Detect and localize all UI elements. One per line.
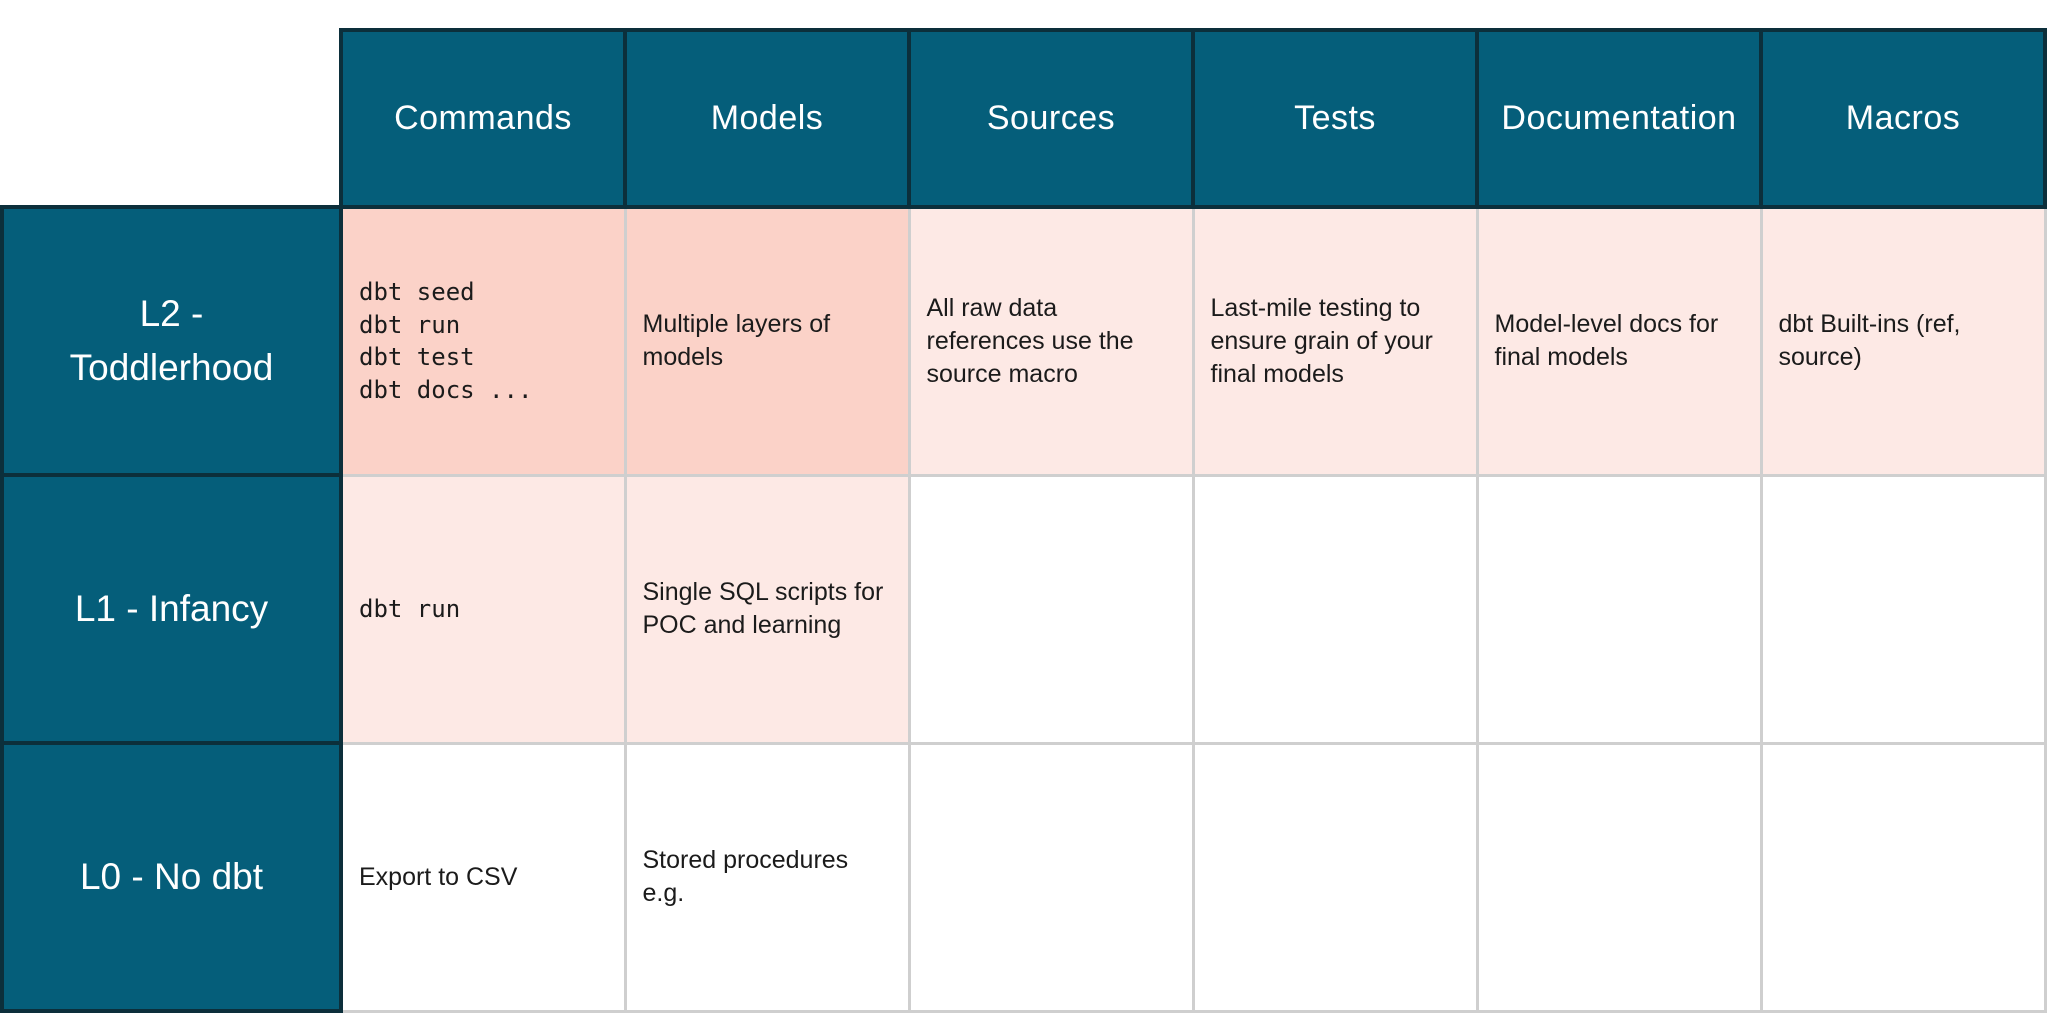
dbt-maturity-table: Commands Models Sources Tests Documentat… [0, 28, 2047, 1013]
cell-l0-models: Stored procedures e.g. [623, 741, 911, 1013]
cell-l1-sources [907, 473, 1195, 745]
column-header-macros: Macros [1759, 28, 2047, 209]
column-header-models: Models [623, 28, 911, 209]
cell-l0-tests [1191, 741, 1479, 1013]
cell-l0-documentation [1475, 741, 1763, 1013]
cell-l2-models: Multiple layers of models [623, 205, 911, 477]
cell-l1-models: Single SQL scripts for POC and learning [623, 473, 911, 745]
cell-l1-documentation [1475, 473, 1763, 745]
cell-l2-tests: Last-mile testing to ensure grain of you… [1191, 205, 1479, 477]
corner-cell [2, 30, 341, 207]
cell-l0-sources [907, 741, 1195, 1013]
column-header-commands: Commands [339, 28, 627, 209]
table-row-l1-infancy: L1 - Infancy dbt run Single SQL scripts … [0, 473, 2047, 745]
cell-l0-commands: Export to CSV [339, 741, 627, 1013]
column-header-documentation: Documentation [1475, 28, 1763, 209]
row-header-l0-no-dbt: L0 - No dbt [0, 741, 343, 1013]
cell-l1-macros [1759, 473, 2047, 745]
table-row-l0-no-dbt: L0 - No dbt Export to CSV Stored procedu… [0, 741, 2047, 1013]
cell-l2-documentation: Model-level docs for final models [1475, 205, 1763, 477]
row-header-l2-toddlerhood: L2 - Toddlerhood [0, 205, 343, 477]
column-header-tests: Tests [1191, 28, 1479, 209]
cell-l1-tests [1191, 473, 1479, 745]
table-row-l2-toddlerhood: L2 - Toddlerhood dbt seed dbt run dbt te… [0, 205, 2047, 477]
row-header-l1-infancy: L1 - Infancy [0, 473, 343, 745]
cell-l0-macros [1759, 741, 2047, 1013]
cell-l2-macros: dbt Built-ins (ref, source) [1759, 205, 2047, 477]
column-header-sources: Sources [907, 28, 1195, 209]
cell-l1-commands: dbt run [339, 473, 627, 745]
cell-l2-commands: dbt seed dbt run dbt test dbt docs ... [339, 205, 627, 477]
cell-l2-sources: All raw data references use the source m… [907, 205, 1195, 477]
column-header-row: Commands Models Sources Tests Documentat… [2, 28, 2047, 209]
